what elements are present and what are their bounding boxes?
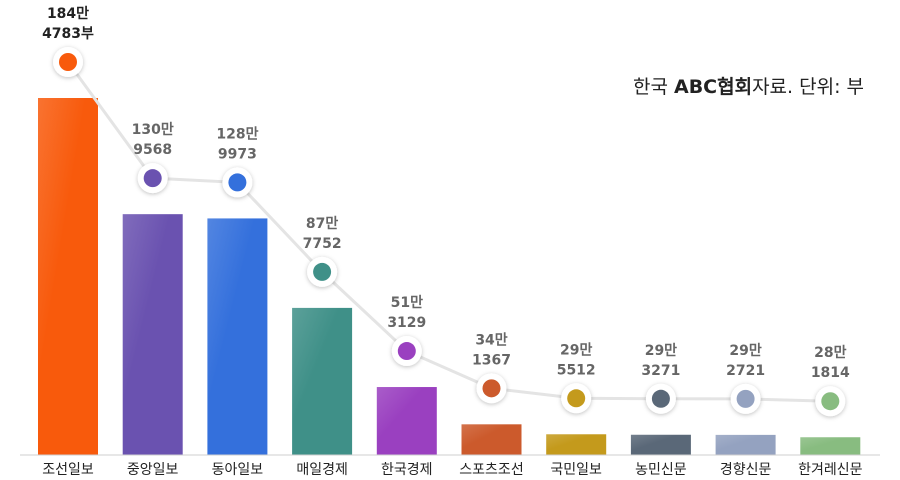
data-label: 51만	[391, 295, 423, 311]
data-label: 184만	[47, 6, 89, 22]
data-label: 9568	[133, 142, 172, 158]
data-label: 34만	[475, 332, 507, 348]
category-label: 한겨레신문	[798, 462, 863, 478]
data-point	[53, 47, 83, 77]
data-label: 7752	[303, 236, 342, 252]
data-point	[815, 386, 846, 417]
trend-line	[66, 61, 831, 403]
category-label: 동아일보	[212, 462, 264, 478]
data-label: 1367	[472, 352, 511, 368]
data-label: 29만	[560, 342, 592, 358]
bar-한국경제	[376, 387, 437, 455]
data-point	[645, 383, 676, 414]
data-label: 4783부	[42, 26, 94, 42]
data-label: 87만	[306, 216, 338, 232]
source-note: 한국 ABC협회자료. 단위: 부	[632, 76, 864, 98]
bar-스포츠조선	[461, 424, 522, 455]
data-label: 29만	[645, 343, 677, 359]
data-label: 130만	[132, 122, 174, 138]
data-point	[222, 167, 253, 198]
data-point	[730, 383, 761, 414]
category-label: 국민일보	[550, 462, 602, 478]
data-label: 9973	[218, 146, 257, 162]
bar-동아일보	[207, 218, 268, 455]
category-label: 매일경제	[296, 462, 348, 478]
data-label: 29만	[729, 343, 761, 359]
data-label: 3271	[641, 363, 680, 379]
bar-국민일보	[546, 434, 607, 455]
category-label: 농민신문	[635, 462, 687, 478]
data-point	[391, 336, 422, 367]
data-label: 2721	[726, 363, 765, 379]
data-label: 5512	[557, 362, 596, 378]
data-label: 28만	[814, 345, 846, 361]
category-label: 한국경제	[381, 462, 433, 478]
bar-중앙일보	[122, 214, 183, 455]
bar-조선일보	[38, 98, 98, 455]
data-label: 1814	[811, 365, 850, 381]
data-point	[307, 256, 338, 287]
bar-한겨레신문	[800, 437, 861, 455]
category-label: 스포츠조선	[459, 462, 523, 478]
data-point	[561, 383, 592, 414]
data-label: 128만	[216, 126, 258, 142]
category-label: 조선일보	[42, 462, 94, 478]
data-point	[476, 373, 507, 404]
bar-경향신문	[715, 434, 776, 455]
bar-매일경제	[292, 307, 353, 455]
category-label: 경향신문	[720, 462, 772, 478]
data-point	[137, 163, 168, 194]
data-label: 3129	[387, 315, 426, 331]
category-label: 중앙일보	[127, 462, 179, 478]
bar-농민신문	[630, 434, 691, 455]
